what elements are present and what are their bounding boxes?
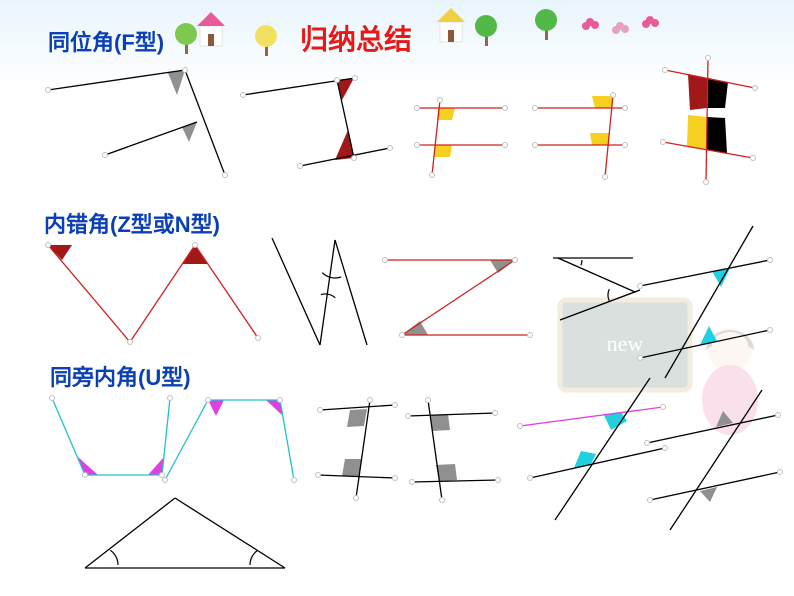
svg-text:new: new <box>607 331 644 356</box>
section-f-label: 同位角(F型) <box>48 25 164 57</box>
diagram-canvas: new <box>0 0 794 596</box>
main-title: 归纳总结 <box>300 18 412 58</box>
section-u-label: 同旁内角(U型) <box>50 360 191 392</box>
section-z-label: 内错角(Z型或N型) <box>44 207 220 239</box>
